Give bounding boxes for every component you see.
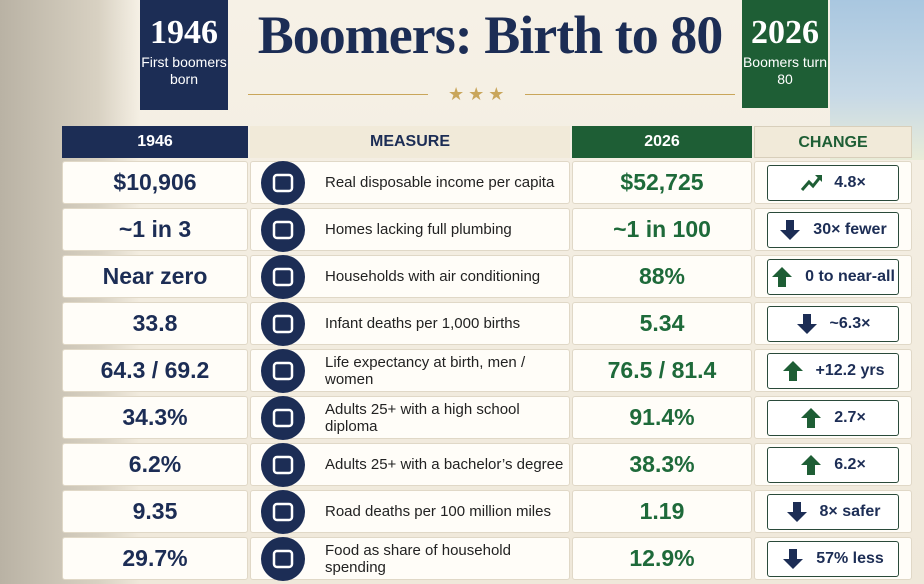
value-2026: 12.9% — [572, 537, 752, 580]
change-text: 6.2× — [834, 455, 866, 473]
change-box: 2.7× — [767, 399, 899, 436]
change-cell: 57% less — [754, 537, 912, 580]
column-header: MEASURE — [250, 126, 570, 158]
measure: Food as share of household spending — [250, 536, 570, 581]
change-text: 2.7× — [834, 408, 866, 426]
measure: Life expectancy at birth, men / women — [250, 348, 570, 393]
value-2026: 5.34 — [572, 302, 752, 345]
change-arrow — [780, 219, 801, 240]
measure-icon — [261, 160, 305, 205]
value-2026: 88% — [572, 255, 752, 298]
change-arrow — [786, 501, 807, 522]
divider — [248, 94, 428, 95]
column-header: CHANGE — [754, 126, 912, 158]
change-arrow — [801, 407, 822, 428]
change-box: 0 to near-all — [767, 258, 899, 295]
value-2026: 1.19 — [572, 490, 752, 533]
stars: ★★★ — [448, 84, 509, 104]
measure-icon — [261, 207, 305, 252]
measure-icon — [261, 442, 305, 487]
change-text: +12.2 yrs — [815, 361, 885, 379]
icon-glyph — [272, 361, 294, 380]
change-box: +12.2 yrs — [767, 352, 899, 389]
badge-text: First boomers born — [141, 54, 227, 87]
measure-icon — [261, 301, 305, 346]
change-arrow — [772, 266, 793, 287]
change-text: 0 to near-all — [805, 267, 895, 285]
icon-glyph — [272, 502, 294, 521]
measure-icon — [261, 489, 305, 534]
change-text: 8× safer — [819, 502, 881, 520]
icon-glyph — [272, 455, 294, 474]
value-2026: ~1 in 100 — [572, 208, 752, 251]
badge-left: 1946 First boomers born — [140, 0, 228, 110]
badge-year: 2026 — [751, 14, 819, 51]
change-arrow — [783, 548, 804, 569]
change-box: 30× fewer — [767, 211, 899, 248]
measure: Infant deaths per 1,000 births — [250, 301, 570, 346]
value-2026: 91.4% — [572, 396, 752, 439]
change-arrow — [801, 454, 822, 475]
value-1946: 6.2% — [62, 443, 248, 486]
measure: Road deaths per 100 million miles — [250, 489, 570, 534]
value-1946: 33.8 — [62, 302, 248, 345]
change-arrow — [801, 174, 823, 191]
change-text: 57% less — [816, 549, 884, 567]
icon-glyph — [272, 267, 294, 286]
change-text: ~6.3× — [829, 314, 871, 332]
value-1946: 9.35 — [62, 490, 248, 533]
change-cell: 6.2× — [754, 443, 912, 486]
change-text: 4.8× — [834, 173, 866, 191]
value-1946: 34.3% — [62, 396, 248, 439]
value-1946: $10,906 — [62, 161, 248, 204]
change-box: 8× safer — [767, 493, 899, 530]
value-1946: 29.7% — [62, 537, 248, 580]
change-cell: ~6.3× — [754, 302, 912, 345]
change-box: ~6.3× — [767, 305, 899, 342]
column-header: 2026 — [572, 126, 752, 158]
badge-right: 2026 Boomers turn 80 — [742, 0, 828, 108]
measure-icon — [261, 536, 305, 581]
icon-glyph — [272, 408, 294, 427]
icon-glyph — [272, 314, 294, 333]
value-1946: ~1 in 3 — [62, 208, 248, 251]
change-cell: 2.7× — [754, 396, 912, 439]
change-cell: 30× fewer — [754, 208, 912, 251]
title: Boomers: Birth to 80 — [257, 5, 723, 65]
measure: Households with air conditioning — [250, 254, 570, 299]
change-cell: 0 to near-all — [754, 255, 912, 298]
change-cell: 4.8× — [754, 161, 912, 204]
icon-glyph — [272, 220, 294, 239]
icon-glyph — [272, 173, 294, 192]
change-box: 57% less — [767, 540, 899, 577]
change-cell: 8× safer — [754, 490, 912, 533]
measure-icon — [261, 348, 305, 393]
change-arrow — [782, 360, 803, 381]
value-1946: Near zero — [62, 255, 248, 298]
value-1946: 64.3 / 69.2 — [62, 349, 248, 392]
divider — [525, 94, 735, 95]
column-header: 1946 — [62, 126, 248, 158]
change-arrow — [796, 313, 817, 334]
measure: Adults 25+ with a bachelor’s degree — [250, 442, 570, 487]
icon-glyph — [272, 549, 294, 568]
measure-icon — [261, 395, 305, 440]
badge-text: Boomers turn 80 — [742, 54, 828, 87]
value-2026: 38.3% — [572, 443, 752, 486]
value-2026: $52,725 — [572, 161, 752, 204]
change-box: 4.8× — [767, 164, 899, 201]
measure: Real disposable income per capita — [250, 160, 570, 205]
measure: Homes lacking full plumbing — [250, 207, 570, 252]
change-text: 30× fewer — [813, 220, 887, 238]
change-box: 6.2× — [767, 446, 899, 483]
measure-icon — [261, 254, 305, 299]
badge-year: 1946 — [150, 14, 218, 51]
measure: Adults 25+ with a high school diploma — [250, 395, 570, 440]
change-cell: +12.2 yrs — [754, 349, 912, 392]
value-2026: 76.5 / 81.4 — [572, 349, 752, 392]
